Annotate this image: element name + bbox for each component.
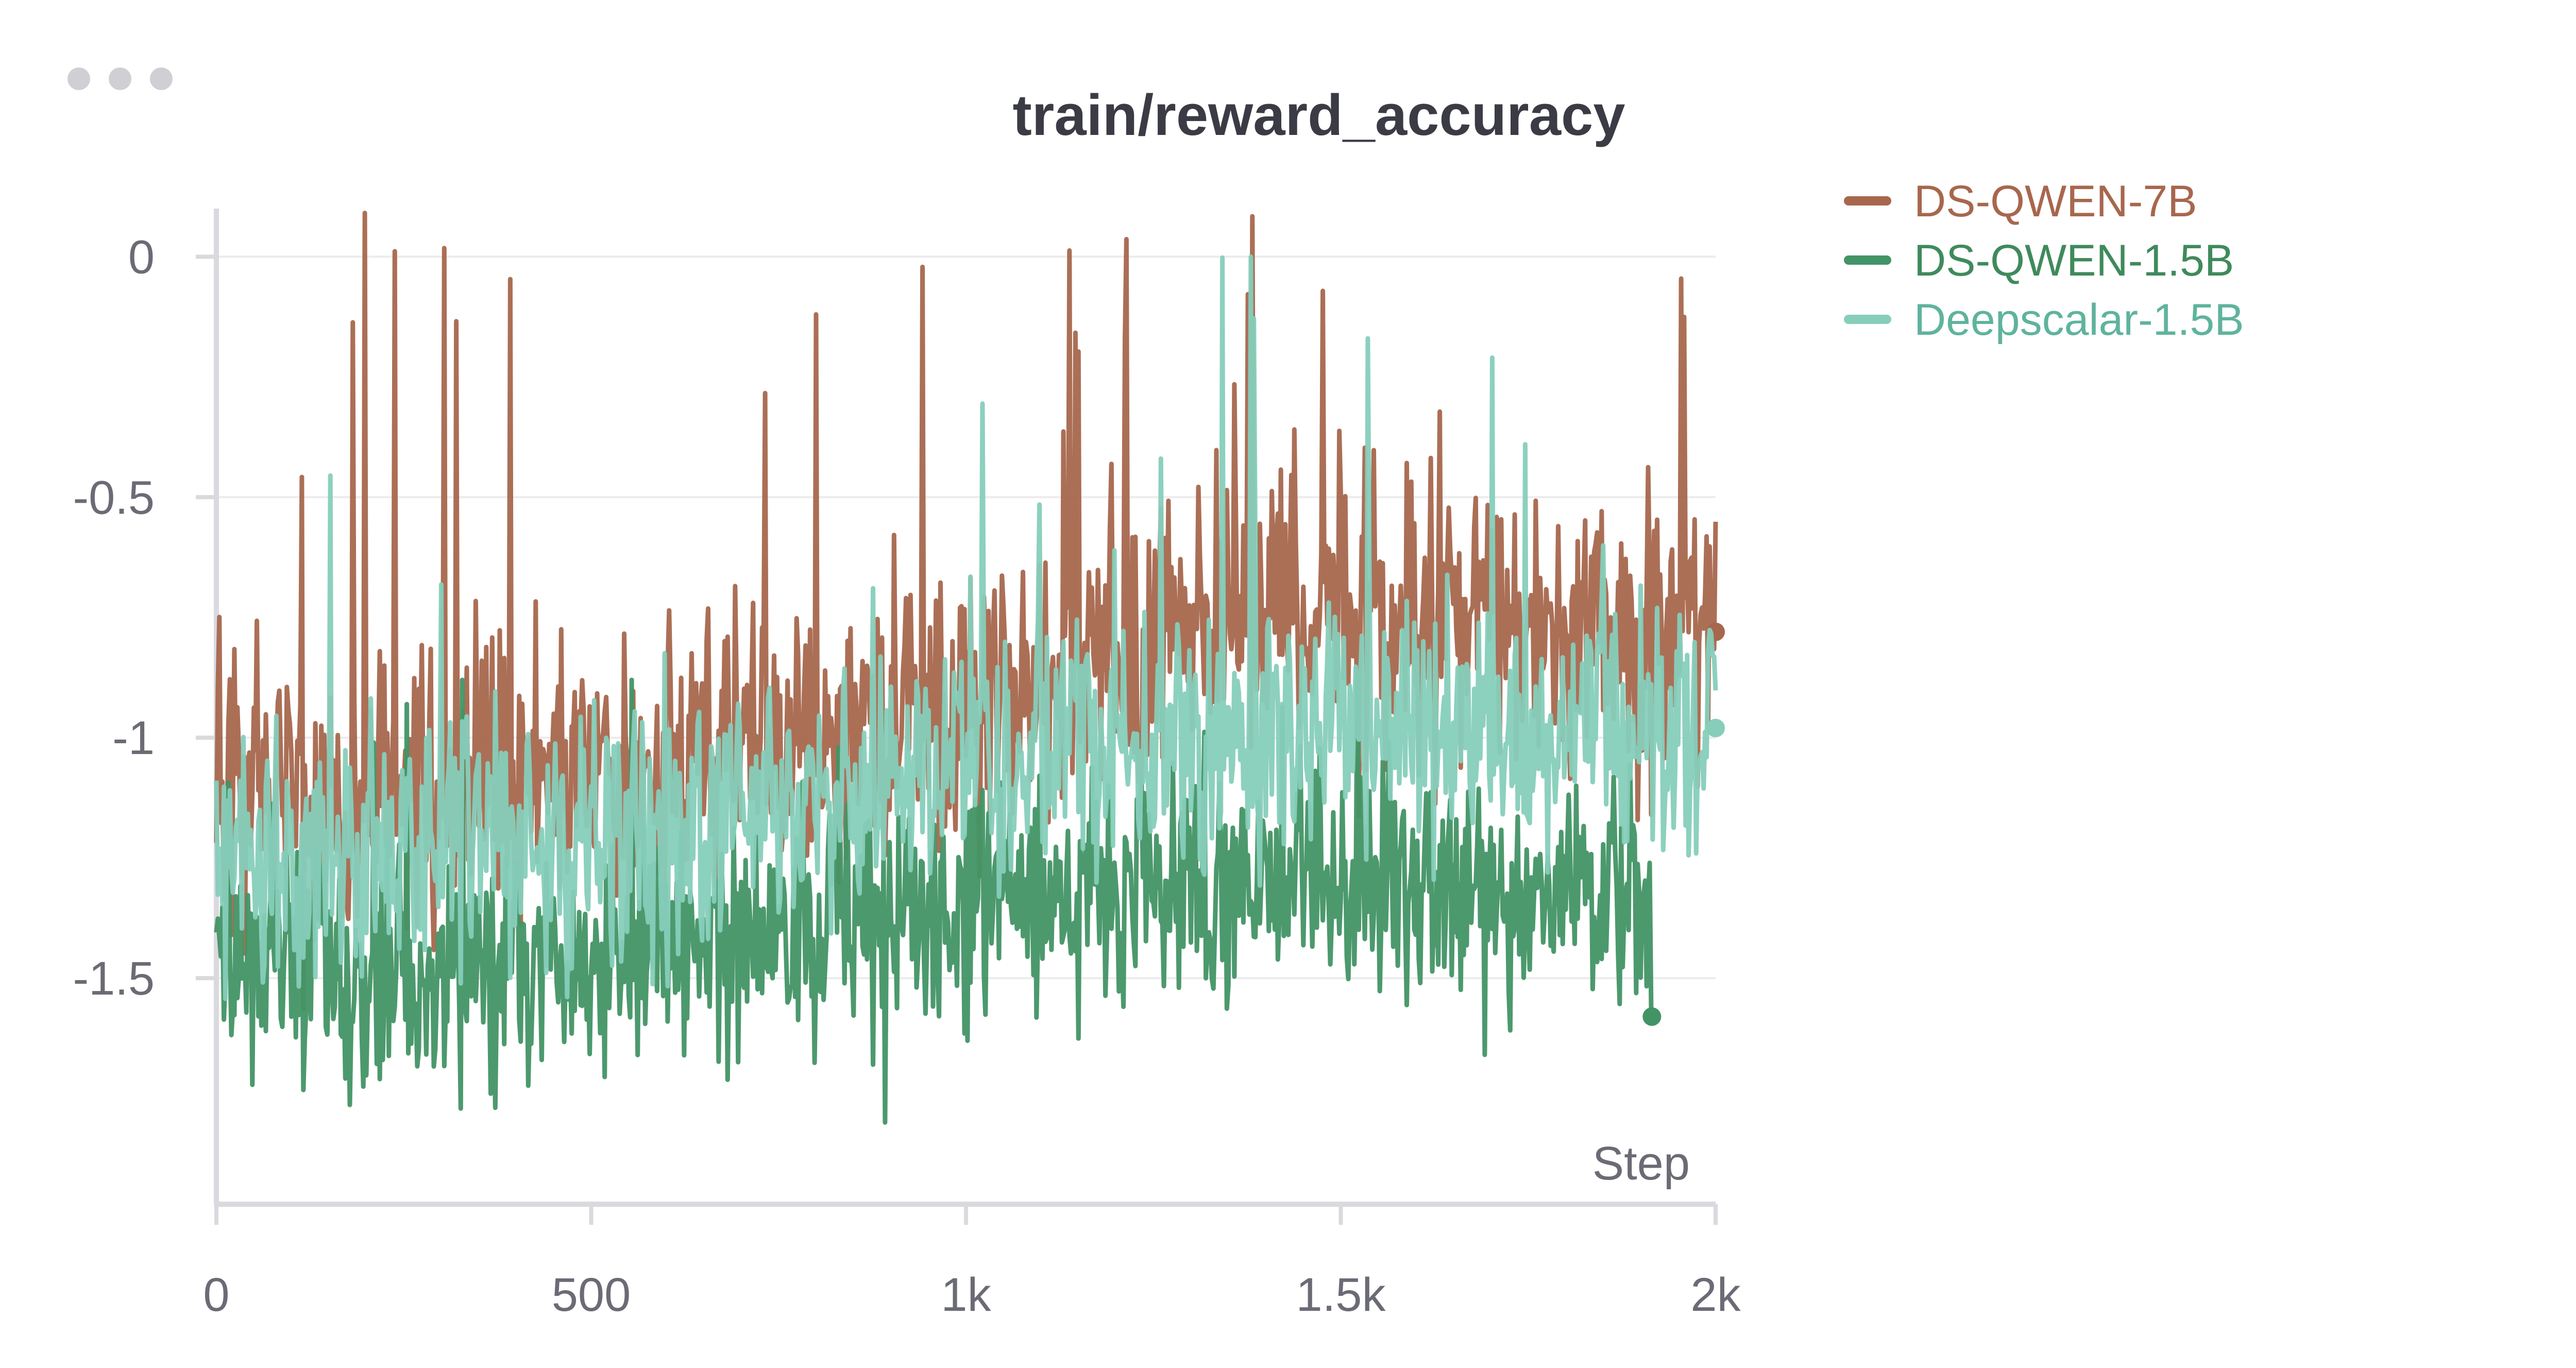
- x-tick-label: 1.5k: [1296, 1269, 1386, 1321]
- y-tick-labels: 0 -0.5 -1 -1.5: [73, 231, 155, 1005]
- y-tick-label: -1.5: [73, 952, 155, 1005]
- y-tick-label: -0.5: [73, 471, 155, 524]
- x-tick-label: 2k: [1690, 1269, 1741, 1321]
- legend-label: DS-QWEN-1.5B: [1914, 236, 2234, 285]
- y-tick-label: -1: [112, 712, 155, 764]
- series-line-2: [214, 254, 1718, 1001]
- y-tick-label: 0: [128, 231, 155, 283]
- x-axis-title: Step: [1592, 1137, 1690, 1190]
- x-tick-label: 1k: [941, 1269, 991, 1321]
- series-line-1: [214, 677, 1654, 1125]
- series-endpoint-2: [1706, 719, 1725, 738]
- legend[interactable]: DS-QWEN-7B DS-QWEN-1.5B Deepscalar-1.5B: [1844, 177, 2244, 345]
- more-horizontal-icon[interactable]: [67, 67, 173, 90]
- series-endpoint-1: [1642, 1007, 1662, 1026]
- series-layer: [214, 211, 1725, 1125]
- legend-label: Deepscalar-1.5B: [1914, 295, 2244, 345]
- chart-title: train/reward_accuracy: [1012, 83, 1625, 147]
- x-tick-labels: 0 500 1k 1.5k 2k: [203, 1269, 1741, 1321]
- x-tick-label: 500: [552, 1269, 631, 1321]
- x-tick-label: 0: [203, 1269, 229, 1321]
- legend-label: DS-QWEN-7B: [1914, 177, 2197, 226]
